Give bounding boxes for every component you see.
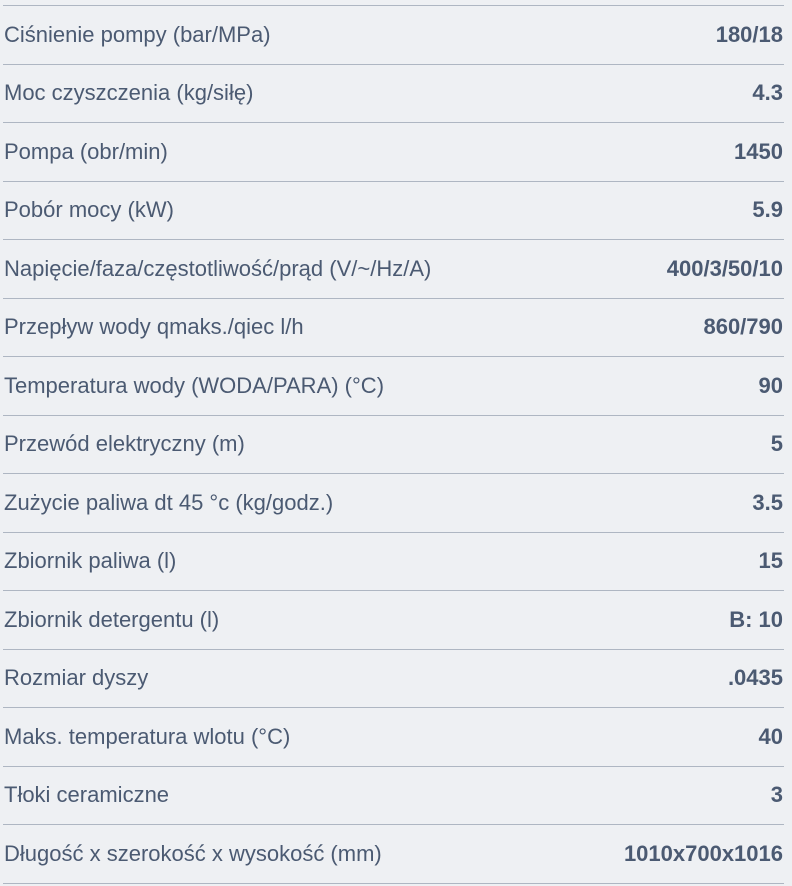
spec-value: B: 10 xyxy=(729,606,783,632)
spec-value: 15 xyxy=(758,548,783,574)
spec-label: Maks. temperatura wlotu (°C) xyxy=(4,723,291,749)
spec-value: 1010x700x1016 xyxy=(623,840,783,866)
spec-label: Moc czyszczenia (kg/siłę) xyxy=(4,80,254,106)
spec-row: Maks. temperatura wlotu (°C) 40 xyxy=(3,708,784,767)
spec-value: 4.3 xyxy=(752,80,783,106)
spec-row: Przewód elektryczny (m) 5 xyxy=(3,416,784,474)
spec-label: Przepływ wody qmaks./qiec l/h xyxy=(4,314,304,340)
spec-row: Temperatura wody (WODA/PARA) (°C) 90 xyxy=(3,357,784,416)
spec-label: Zbiornik paliwa (l) xyxy=(4,548,177,574)
spec-label: Rozmiar dyszy xyxy=(4,665,149,691)
spec-label: Temperatura wody (WODA/PARA) (°C) xyxy=(4,372,385,398)
spec-row: Pompa (obr/min) 1450 xyxy=(3,123,784,182)
spec-row: Zbiornik paliwa (l) 15 xyxy=(3,533,784,591)
spec-label: Długość x szerokość x wysokość (mm) xyxy=(4,840,382,866)
specifications-table: Ciśnienie pompy (bar/MPa) 180/18 Moc czysz… xyxy=(3,5,784,884)
spec-label: Zużycie paliwa dt 45 °c (kg/godz.) xyxy=(4,489,334,515)
spec-value: .0435 xyxy=(727,665,783,691)
spec-row: Długość x szerokość x wysokość (mm) 1010x… xyxy=(3,825,784,884)
spec-row: Zużycie paliwa dt 45 °c (kg/godz.) 3.5 xyxy=(3,474,784,533)
spec-row: Rozmiar dyszy .0435 xyxy=(3,650,784,708)
spec-value: 40 xyxy=(758,723,783,749)
spec-label: Pobór mocy (kW) xyxy=(4,197,174,223)
spec-row: Napięcie/faza/częstotliwość/prąd (V/~/Hz… xyxy=(3,240,784,299)
spec-row: Ciśnienie pompy (bar/MPa) 180/18 xyxy=(3,6,784,65)
spec-value: 5.9 xyxy=(752,197,783,223)
spec-row: Tłoki ceramiczne 3 xyxy=(3,767,784,825)
spec-value: 5 xyxy=(770,431,783,457)
spec-value: 3 xyxy=(770,782,783,808)
spec-row: Przepływ wody qmaks./qiec l/h 860/790 xyxy=(3,299,784,357)
spec-row: Moc czyszczenia (kg/siłę) 4.3 xyxy=(3,65,784,123)
spec-value: 1450 xyxy=(734,138,783,164)
spec-label: Tłoki ceramiczne xyxy=(4,782,170,808)
spec-label: Przewód elektryczny (m) xyxy=(4,431,245,457)
spec-label: Zbiornik detergentu (l) xyxy=(4,606,220,632)
spec-value: 3.5 xyxy=(752,489,783,515)
spec-label: Napięcie/faza/częstotliwość/prąd (V/~/Hz… xyxy=(4,255,432,281)
spec-label: Ciśnienie pompy (bar/MPa) xyxy=(4,21,271,47)
spec-row: Pobór mocy (kW) 5.9 xyxy=(3,182,784,240)
spec-label: Pompa (obr/min) xyxy=(4,138,168,164)
spec-value: 180/18 xyxy=(715,21,783,47)
spec-value: 90 xyxy=(758,372,783,398)
spec-value: 400/3/50/10 xyxy=(666,255,783,281)
spec-row: Zbiornik detergentu (l) B: 10 xyxy=(3,591,784,650)
spec-value: 860/790 xyxy=(703,314,783,340)
